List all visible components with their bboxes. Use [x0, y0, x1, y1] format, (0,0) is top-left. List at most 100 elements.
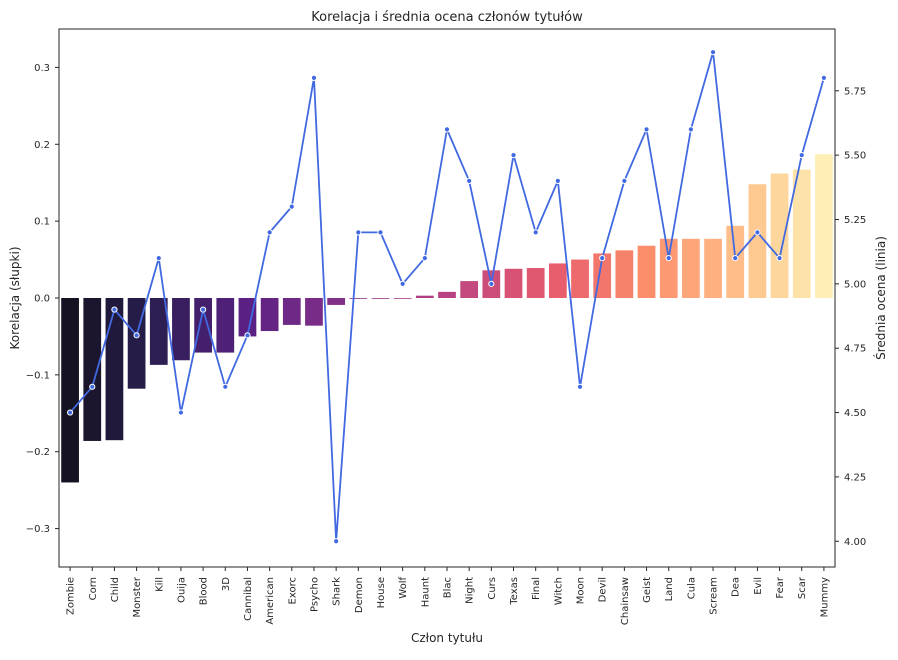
x-tick-label-american: American [265, 577, 276, 625]
bar-cannibal [238, 298, 257, 337]
bar-evil [748, 184, 767, 298]
x-tick-label-ouija: Ouija [176, 577, 187, 603]
line-point-american [266, 229, 273, 236]
line-point-scar [798, 152, 805, 159]
x-axis: Zombie Corn Child Monster Kill Ouija Blood 3D Ca… [66, 567, 830, 625]
bar-ouija [172, 298, 190, 361]
x-tick-label-scar: Scar [797, 576, 808, 599]
bar-haunt [415, 295, 434, 298]
line-series [66, 49, 828, 545]
bar-shark [327, 298, 346, 305]
line-point-devil [599, 255, 606, 262]
bar-3d [216, 298, 235, 353]
x-tick-label-wolf: Wolf [398, 577, 409, 599]
bar-moon [571, 259, 589, 298]
bar-house [371, 298, 390, 299]
line-point-cannibal [244, 332, 251, 339]
bar-dea [726, 225, 745, 298]
line-point-witch [554, 177, 561, 184]
x-tick-label-texas: Texas [509, 577, 520, 606]
line-point-corn [89, 383, 96, 390]
line-point-haunt [421, 255, 428, 262]
x-tick-label-zombie: Zombie [66, 577, 77, 615]
left-y-axis-title: Korelacja (słupki) [8, 247, 22, 350]
bar-american [260, 298, 279, 332]
x-tick-label-haunt: Haunt [420, 577, 431, 607]
x-tick-label-psycho: Psycho [309, 577, 320, 612]
line-point-demon [355, 229, 362, 236]
line-point-kill [155, 255, 162, 262]
line-point-geist [643, 126, 650, 133]
bar-corn [83, 298, 102, 441]
bar-zombie [61, 298, 79, 483]
x-tick-label-fear: Fear [775, 576, 786, 598]
right-tick-label: 5.00 [844, 279, 866, 290]
line-point-child [111, 306, 118, 313]
left-tick-label: 0.1 [34, 217, 50, 228]
x-tick-label-cannibal: Cannibal [243, 577, 254, 621]
line-point-evil [754, 229, 761, 236]
x-tick-label-house: House [376, 577, 387, 608]
x-tick-label-blood: Blood [199, 577, 210, 605]
bar-wolf [393, 298, 412, 299]
line-point-cula [687, 126, 694, 133]
line-point-mummy [820, 74, 828, 82]
line-point-texas [510, 152, 517, 159]
x-tick-label-child: Child [110, 577, 121, 602]
right-y-axis: 4.00 4.25 4.50 4.75 5.00 5.25 5.50 5.75 [835, 86, 866, 548]
bar-night [460, 281, 479, 298]
line-point-monster [133, 332, 140, 339]
bar-cula [682, 238, 700, 298]
chart-title: Korelacja i średnia ocena członów tytułó… [311, 10, 583, 25]
line-point-night [466, 177, 473, 184]
bar-chainsaw [615, 250, 634, 298]
line-point-blood [200, 306, 207, 313]
bar-final [526, 268, 545, 298]
x-tick-label-geist: Geist [642, 577, 653, 603]
x-tick-label-3d: 3D [221, 577, 232, 591]
left-tick-label: −0.2 [26, 447, 50, 458]
bar-scar [792, 169, 811, 298]
bar-fear [770, 173, 789, 298]
line-point-land [665, 255, 672, 262]
left-tick-label: 0.0 [34, 294, 50, 305]
line-point-ouija [177, 409, 185, 416]
left-tick-label: 0.2 [34, 140, 50, 151]
x-tick-label-land: Land [664, 577, 675, 601]
bar-scream [704, 238, 722, 298]
right-tick-label: 5.25 [844, 215, 866, 226]
x-tick-label-demon: Demon [354, 577, 365, 613]
x-axis-title: Człon tytułu [411, 631, 483, 645]
line-point-chainsaw [621, 177, 628, 184]
x-tick-label-shark: Shark [332, 577, 343, 606]
bar-mummy [815, 154, 833, 298]
bar-kill [149, 298, 168, 365]
bar-psycho [305, 298, 323, 326]
left-tick-label: −0.3 [26, 524, 50, 535]
right-tick-label: 4.25 [844, 472, 866, 483]
line-point-curs [488, 280, 495, 287]
x-tick-label-moon: Moon [576, 577, 587, 604]
x-tick-label-final: Final [531, 577, 542, 600]
x-tick-label-cula: Cula [686, 577, 697, 599]
line-point-dea [732, 255, 739, 262]
x-tick-label-chainsaw: Chainsaw [620, 577, 631, 625]
line-point-house [377, 229, 384, 236]
x-tick-label-night: Night [465, 577, 476, 604]
line-point-wolf [399, 280, 406, 287]
bar-witch [548, 263, 567, 298]
x-tick-label-dea: Dea [731, 577, 742, 597]
line-point-zombie [66, 409, 74, 416]
x-tick-label-blac: Blac [443, 577, 454, 598]
x-tick-label-corn: Corn [88, 577, 99, 600]
line-point-exorc [288, 203, 295, 210]
line-point-psycho [310, 74, 318, 82]
x-tick-label-exorc: Exorc [287, 577, 298, 604]
x-tick-label-scream: Scream [709, 577, 720, 615]
x-tick-label-curs: Curs [487, 577, 498, 600]
bar-geist [637, 245, 656, 298]
line-point-final [532, 229, 539, 236]
line-point-blac [443, 126, 451, 133]
